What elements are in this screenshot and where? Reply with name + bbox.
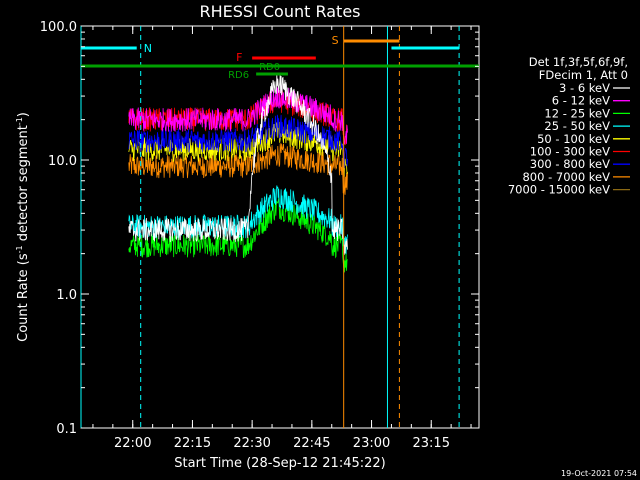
legend-entry-label: 800 - 7000 keV: [522, 170, 610, 184]
rd0-label: RD0: [259, 62, 280, 73]
flare-label: F: [236, 51, 242, 64]
rd6-label: RD6: [228, 70, 249, 81]
annotation-layer: N S F RD0 RD6: [80, 26, 479, 428]
legend-entry-label: 7000 - 15000 keV: [508, 183, 610, 197]
series-layer: [128, 73, 348, 273]
axis-layer: 22:00 22:15 22:30 22:45 23:00 23:15 100.0 10.0 1…: [40, 20, 479, 451]
legend-entry-label: 50 - 100 keV: [537, 132, 610, 146]
series-line: [128, 143, 348, 195]
legend-header-line-2: FDecim 1, Att 0: [539, 68, 628, 82]
legend-entry-label: 25 - 50 keV: [544, 119, 610, 133]
x-tick-label: 22:45: [293, 436, 330, 451]
series-line: [128, 73, 348, 255]
x-tick-label: 22:30: [233, 436, 270, 451]
y-tick-label: 10.0: [48, 154, 77, 169]
legend-entry-label: 100 - 300 keV: [530, 145, 610, 159]
y-tick-label: 0.1: [56, 422, 77, 437]
x-axis-label: Start Time (28-Sep-12 21:45:22): [174, 456, 385, 471]
legend-entry-label: 6 - 12 keV: [552, 94, 610, 108]
y-tick-label: 100.0: [40, 20, 77, 35]
series-line: [128, 85, 348, 145]
legend: Det 1f,3f,5f,6f,9f, FDecim 1, Att 0 3 - …: [508, 55, 630, 197]
legend-entry-label: 3 - 6 keV: [559, 81, 610, 95]
legend-entry-label: 300 - 800 keV: [530, 157, 610, 171]
chart-title: RHESSI Count Rates: [200, 2, 361, 21]
x-tick-label: 23:00: [353, 436, 390, 451]
x-tick-label: 23:15: [413, 436, 450, 451]
x-tick-label: 22:15: [174, 436, 211, 451]
timestamp: 19-Oct-2021 07:54: [561, 469, 637, 478]
saa-label: S: [332, 34, 339, 47]
legend-entry-label: 12 - 25 keV: [544, 106, 610, 120]
series-line: [128, 114, 348, 169]
night-label: N: [144, 42, 152, 55]
y-tick-label: 1.0: [56, 288, 77, 303]
x-tick-label: 22:00: [114, 436, 151, 451]
y-axis-label: Count Rate (s-1 detector segment-1): [15, 112, 31, 342]
legend-header-line-1: Det 1f,3f,5f,6f,9f,: [529, 55, 628, 69]
